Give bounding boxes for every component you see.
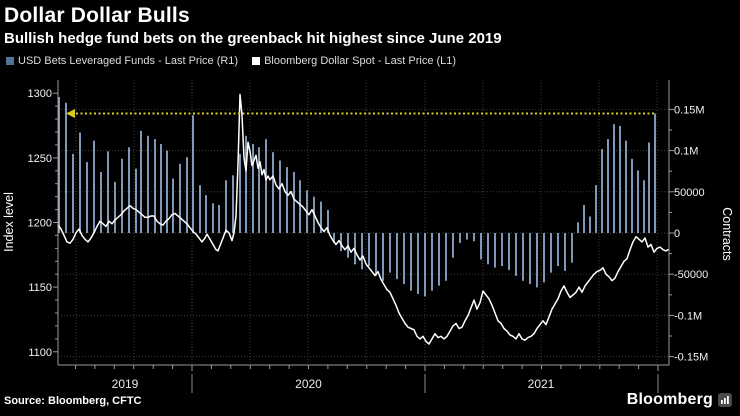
legend-swatch-line [252, 57, 261, 65]
svg-text:1250: 1250 [28, 153, 52, 165]
svg-text:2021: 2021 [528, 377, 555, 391]
svg-text:-0.1M: -0.1M [674, 310, 702, 322]
source-note: Source: Bloomberg, CFTC [4, 395, 142, 407]
bar-chart-logo-icon [718, 393, 732, 407]
legend-swatch-bars [6, 57, 14, 65]
legend-label-usd-bets: USD Bets Leveraged Funds - Last Price (R… [18, 55, 239, 67]
brand-name: Bloomberg [626, 391, 713, 408]
legend: USD Bets Leveraged Funds - Last Price (R… [6, 55, 470, 67]
svg-text:0: 0 [674, 228, 680, 240]
chart-title: Dollar Dollar Bulls [4, 4, 190, 27]
brand-mark: Bloomberg [627, 391, 732, 409]
line-dollar-spot [57, 93, 669, 345]
svg-text:1100: 1100 [28, 347, 52, 359]
svg-text:0.1M: 0.1M [674, 146, 698, 158]
gridlines [58, 80, 669, 365]
legend-item-dollar-spot: Bloomberg Dollar Spot - Last Price (L1) [252, 55, 456, 67]
chart-subtitle: Bullish hedge fund bets on the greenback… [4, 30, 502, 47]
legend-item-usd-bets: USD Bets Leveraged Funds - Last Price (R… [6, 55, 238, 67]
tick-labels: 1300 1250 1200 1150 1100 0.15M 0.1M 50000 0 -5000… [28, 88, 709, 391]
svg-text:1200: 1200 [28, 218, 52, 230]
legend-label-dollar-spot: Bloomberg Dollar Spot - Last Price (L1) [264, 55, 457, 67]
svg-text:-50000: -50000 [674, 269, 708, 281]
svg-text:1150: 1150 [28, 282, 52, 294]
svg-text:0.15M: 0.15M [674, 104, 705, 116]
svg-text:50000: 50000 [674, 187, 705, 199]
svg-text:2020: 2020 [295, 377, 322, 391]
svg-text:-0.15M: -0.15M [674, 352, 708, 364]
svg-text:1300: 1300 [28, 88, 52, 100]
bars-usd-bets [58, 97, 656, 297]
svg-text:2019: 2019 [112, 377, 139, 391]
axes [53, 80, 674, 393]
high-annotation [66, 109, 655, 118]
